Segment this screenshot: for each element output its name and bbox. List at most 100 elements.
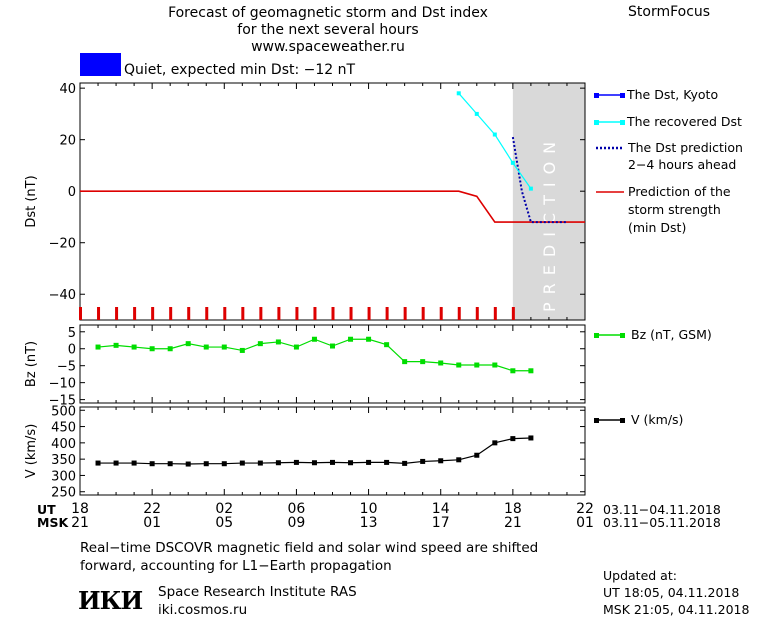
brand-name: StormFocus bbox=[628, 4, 711, 20]
legend-recovered-symbol-marker bbox=[594, 120, 599, 125]
storm-bar-mark bbox=[421, 307, 425, 320]
storm-bar-mark bbox=[151, 307, 155, 320]
legend-bz-symbol-marker bbox=[620, 333, 625, 338]
bz-line bbox=[97, 338, 531, 372]
v-point bbox=[257, 460, 263, 466]
bz-point bbox=[95, 344, 101, 350]
legend-recovered-symbol-marker bbox=[620, 120, 625, 125]
v-point bbox=[528, 435, 534, 441]
recovered-dst-point bbox=[492, 132, 497, 137]
v-line bbox=[98, 437, 531, 465]
storm-bar-mark bbox=[205, 307, 209, 320]
legend-dst-prediction-line-1: The Dst prediction bbox=[628, 140, 743, 155]
ut-tick-label: 02 bbox=[215, 501, 233, 517]
v-point bbox=[203, 461, 209, 467]
recovered-dst-point bbox=[474, 111, 479, 116]
y-axis-label: Dst (nT) bbox=[24, 175, 39, 227]
bz-point bbox=[474, 362, 480, 368]
status-text: Quiet, expected min Dst: −12 nT bbox=[124, 62, 356, 78]
updated-label: Updated at: bbox=[603, 568, 677, 583]
v-point bbox=[239, 460, 245, 466]
updated-msk: MSK 21:05, 04.11.2018 bbox=[603, 602, 750, 617]
bz-point bbox=[330, 343, 335, 349]
y-tick-label: 20 bbox=[59, 134, 76, 149]
legend-dst-prediction-line-2: 2−4 hours ahead bbox=[628, 157, 737, 172]
bz-panel-frame bbox=[79, 324, 586, 404]
ut-tick-label: 18 bbox=[71, 501, 89, 517]
bz-point bbox=[131, 344, 137, 350]
y-tick-label: 0 bbox=[68, 343, 76, 358]
legend-v-symbol-marker bbox=[594, 418, 599, 423]
y-tick-label: 400 bbox=[51, 437, 76, 452]
v-point bbox=[510, 436, 516, 442]
y-axis-label: Bz (nT) bbox=[24, 341, 39, 387]
ut-tick-label: 14 bbox=[432, 501, 450, 517]
chart-title-url[interactable]: www.spaceweather.ru bbox=[251, 39, 405, 55]
status-color-box bbox=[80, 53, 121, 76]
storm-bar-mark bbox=[169, 307, 173, 320]
legend-storm-strength-line-3: (min Dst) bbox=[628, 220, 687, 235]
bz-point bbox=[528, 368, 534, 374]
y-tick-label: 0 bbox=[68, 185, 76, 200]
legend-v-symbol-marker bbox=[620, 418, 625, 423]
bz-point bbox=[221, 344, 227, 350]
y-tick-label: −5 bbox=[57, 360, 76, 375]
y-axis-label: V (km/s) bbox=[24, 424, 39, 479]
y-tick-label: 500 bbox=[51, 404, 76, 419]
bz-point bbox=[402, 359, 408, 365]
v-point bbox=[456, 457, 462, 463]
v-point bbox=[95, 460, 101, 466]
recovered-dst-point bbox=[510, 160, 515, 165]
storm-bar-mark bbox=[133, 307, 137, 320]
v-point bbox=[348, 460, 354, 466]
bz-point bbox=[185, 341, 191, 347]
y-tick-label: −20 bbox=[49, 237, 76, 252]
chart-title-line-1: Forecast of geomagnetic storm and Dst in… bbox=[168, 5, 488, 21]
recovered-dst-point bbox=[456, 91, 461, 96]
msk-tick-label: 09 bbox=[288, 515, 306, 531]
y-tick-label: −10 bbox=[49, 377, 76, 392]
institute-site-link[interactable]: iki.cosmos.ru bbox=[158, 602, 248, 618]
storm-strength-line bbox=[80, 190, 585, 223]
updated-ut: UT 18:05, 04.11.2018 bbox=[603, 585, 740, 600]
legend-storm-strength-line-1: Prediction of the bbox=[628, 184, 731, 199]
bz-point bbox=[275, 339, 281, 345]
storm-bar-mark bbox=[277, 307, 281, 320]
y-tick-label: −40 bbox=[49, 288, 76, 303]
storm-bar-mark bbox=[493, 307, 497, 320]
msk-tick-label: 21 bbox=[71, 515, 89, 531]
legend-recovered-dst: The recovered Dst bbox=[627, 114, 742, 129]
y-tick-label: 300 bbox=[51, 469, 76, 484]
msk-axis-label: MSK bbox=[37, 515, 69, 530]
storm-bar-mark bbox=[187, 307, 191, 320]
y-tick-label: 5 bbox=[68, 326, 76, 341]
v-point bbox=[420, 458, 426, 464]
bz-point bbox=[438, 360, 444, 366]
storm-bar-mark bbox=[349, 307, 353, 320]
recovered-dst-point bbox=[528, 186, 533, 191]
bz-point bbox=[420, 359, 426, 365]
note-line-2: forward, accounting for L1−Earth propaga… bbox=[80, 558, 392, 574]
v-point bbox=[311, 460, 317, 466]
v-point bbox=[384, 459, 390, 465]
storm-bar-mark bbox=[367, 307, 371, 320]
y-tick-label: 450 bbox=[51, 421, 76, 436]
msk-tick-label: 05 bbox=[215, 515, 233, 531]
storm-bar-mark bbox=[457, 307, 461, 320]
y-tick-label: −15 bbox=[49, 394, 76, 409]
msk-tick-label: 01 bbox=[143, 515, 161, 531]
v-point bbox=[492, 440, 498, 446]
storm-bar-mark bbox=[241, 307, 245, 320]
v-panel-frame bbox=[79, 406, 586, 496]
storm-bar-mark bbox=[97, 307, 101, 320]
ut-tick-label: 06 bbox=[288, 501, 306, 517]
bz-point bbox=[366, 336, 372, 342]
msk-date-range: 03.11−05.11.2018 bbox=[603, 515, 721, 530]
msk-tick-label: 17 bbox=[432, 515, 450, 531]
bz-point bbox=[348, 336, 354, 342]
bz-point bbox=[384, 342, 390, 348]
v-point bbox=[330, 459, 335, 465]
ut-date-range: 03.11−04.11.2018 bbox=[603, 502, 721, 517]
